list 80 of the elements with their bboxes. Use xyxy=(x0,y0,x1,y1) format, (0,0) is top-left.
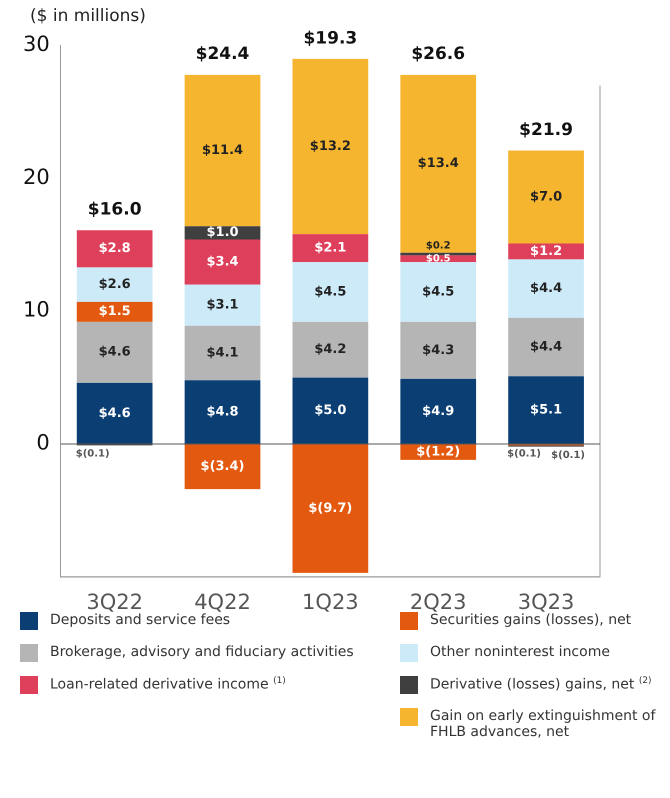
bar xyxy=(292,58,368,234)
x-tick-label: 1Q23 xyxy=(302,590,359,614)
data-label: $4.4 xyxy=(530,339,562,354)
bar xyxy=(76,302,153,322)
data-label: $2.6 xyxy=(98,277,131,292)
legend-label: Derivative (losses) gains, net $^{(2)}$ xyxy=(430,676,652,693)
data-label: $7.0 xyxy=(530,189,562,204)
total-label: $21.9 xyxy=(519,120,573,140)
x-tick-label: 3Q22 xyxy=(86,590,143,614)
data-label: $4.6 xyxy=(98,406,131,421)
bar xyxy=(400,322,476,379)
x-tick-label: 2Q23 xyxy=(410,590,467,614)
data-label: $4.9 xyxy=(422,404,454,419)
bar xyxy=(184,239,260,285)
data-label: $11.4 xyxy=(202,142,244,158)
data-label: $0.5 xyxy=(426,253,451,264)
y-tick-label: 0 xyxy=(36,430,50,454)
data-label: $1.5 xyxy=(98,304,131,320)
data-label: $0.2 xyxy=(426,240,451,252)
data-label: $4.2 xyxy=(314,342,346,358)
legend-label: Other noninterest income xyxy=(430,644,610,660)
bar xyxy=(508,259,584,318)
bar xyxy=(76,382,153,444)
bar xyxy=(292,378,368,444)
data-label: $(0.1) xyxy=(76,448,110,460)
bar xyxy=(508,150,584,244)
y-tick-label: 20 xyxy=(22,164,50,189)
bar xyxy=(292,234,368,262)
legend-label: Loan-related derivative income $^{(1)}$ xyxy=(50,676,286,693)
y-axis-title: ($ in millions) xyxy=(30,6,146,26)
data-label: $4.4 xyxy=(530,281,562,296)
data-label: $1.2 xyxy=(530,244,562,259)
bar xyxy=(292,322,368,378)
data-label: $(0.1) xyxy=(551,450,585,461)
bar xyxy=(400,378,476,444)
data-label: $4.8 xyxy=(206,404,239,420)
y-tick-label: 30 xyxy=(22,32,50,56)
data-label: $(3.4) xyxy=(200,458,244,474)
legend-label: Brokerage, advisory and fiduciary activities xyxy=(50,644,354,660)
total-label: $16.0 xyxy=(88,200,142,220)
data-label: $5.0 xyxy=(314,403,346,418)
bar xyxy=(508,318,584,376)
bar xyxy=(292,262,368,322)
data-label: $2.1 xyxy=(314,240,346,256)
data-label: $4.5 xyxy=(314,284,346,300)
data-label: $5.1 xyxy=(530,402,562,418)
data-label: $(1.2) xyxy=(416,444,460,460)
x-tick-label: 3Q23 xyxy=(518,590,574,614)
x-tick-label: 4Q22 xyxy=(194,590,251,614)
bar xyxy=(400,262,476,322)
data-label: $13.2 xyxy=(310,138,351,154)
data-label: $1.0 xyxy=(206,225,239,240)
bar xyxy=(400,74,476,253)
data-label: $4.6 xyxy=(98,344,131,360)
data-label: $3.1 xyxy=(206,298,239,313)
total-label: $26.6 xyxy=(411,44,466,64)
bar xyxy=(76,230,153,268)
data-label: $3.4 xyxy=(206,254,239,270)
bar xyxy=(184,284,260,326)
data-label: $13.4 xyxy=(418,156,459,172)
bar xyxy=(184,444,260,490)
total-label: $24.4 xyxy=(196,44,250,64)
bar xyxy=(184,326,260,380)
data-label: $(9.7) xyxy=(308,500,352,516)
y-tick-label: 10 xyxy=(22,298,50,322)
data-label: $4.1 xyxy=(206,345,239,360)
data-label: $4.5 xyxy=(422,284,454,300)
bar xyxy=(508,376,584,444)
data-label: $2.8 xyxy=(98,241,131,256)
bar xyxy=(76,267,153,302)
bar xyxy=(184,380,260,444)
total-label: $19.3 xyxy=(303,28,358,48)
legend-label: Gain on early extinguishment of FHLB advances, net xyxy=(430,708,657,740)
bar xyxy=(292,444,368,573)
legend-label: Securities gains (losses), net xyxy=(430,612,632,628)
legend-label: Deposits and service fees xyxy=(50,612,230,628)
bar xyxy=(184,74,260,226)
bar xyxy=(76,322,153,383)
data-label: $4.3 xyxy=(422,342,454,358)
data-label: $(0.1) xyxy=(507,448,541,460)
